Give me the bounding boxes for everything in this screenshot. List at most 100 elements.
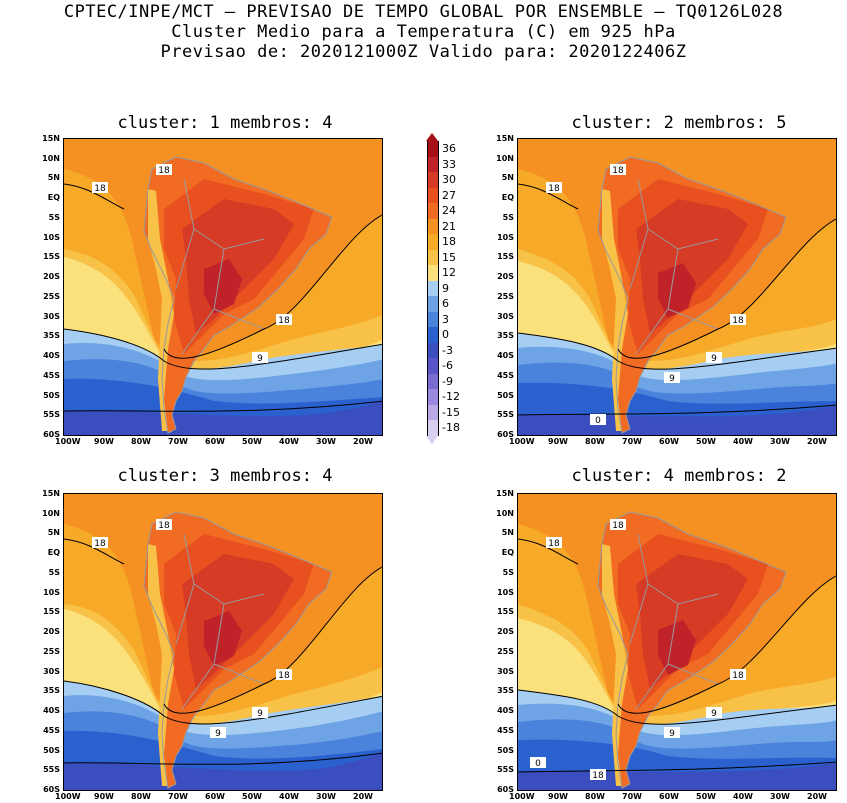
latitude-label: 15S <box>43 607 60 617</box>
latitude-label: EQ <box>501 548 514 558</box>
colorbar-label: -12 <box>442 390 460 403</box>
longitude-label: 70W <box>168 437 188 446</box>
latitude-label: 50S <box>497 745 514 755</box>
contour-label-box <box>610 519 626 530</box>
longitude-label: 100W <box>509 792 535 801</box>
contour-label: 9 <box>257 709 263 719</box>
colorbar-swatch <box>427 404 439 420</box>
contour-label: 9 <box>669 729 675 739</box>
colorbar-swatch <box>427 141 439 157</box>
latitude-label: 15N <box>496 134 514 143</box>
panel-2-title: cluster: 2 membros: 5 <box>571 113 787 133</box>
colorbar-label: 15 <box>442 250 456 264</box>
latitude-label: 35S <box>43 686 60 696</box>
longitude-label: 90W <box>548 437 568 446</box>
colorbar-label: 36 <box>442 142 456 155</box>
contour-label-box <box>210 727 226 738</box>
panel-3-title: cluster: 3 membros: 4 <box>117 466 333 486</box>
latitude-label: 55S <box>497 410 514 420</box>
latitude-label: 35S <box>43 331 60 341</box>
colorbar-swatch <box>427 358 439 374</box>
colorbar-swatch <box>427 389 439 405</box>
longitude-label: 20W <box>807 792 827 801</box>
colorbar-swatch <box>427 296 439 312</box>
contour-label: 18 <box>94 184 106 194</box>
contour-label-box <box>546 182 562 193</box>
colorbar-label: -15 <box>442 405 460 419</box>
latitude-label: 10S <box>497 587 514 597</box>
colorbar-swatch <box>427 249 439 265</box>
contour-label-box <box>590 769 606 780</box>
header-line-1: CPTEC/INPE/MCT – PREVISAO DE TEMPO GLOBA… <box>63 2 784 22</box>
colorbar-label: 12 <box>442 266 456 279</box>
latitude-label: 60S <box>43 430 60 439</box>
longitude-label: 50W <box>696 437 716 446</box>
longitude-label: 30W <box>770 792 790 801</box>
longitude-label: 80W <box>131 792 151 801</box>
colorbar-swatch <box>427 172 439 188</box>
latitude-label: 50S <box>43 390 60 400</box>
contour-label-box <box>706 352 722 363</box>
latitude-label: 10S <box>497 232 514 242</box>
latitude-label: 40S <box>497 351 514 361</box>
longitude-label: 60W <box>659 437 679 446</box>
contour-label-box <box>546 537 562 548</box>
latitude-label: 20S <box>497 272 514 282</box>
longitude-label: 60W <box>659 792 679 801</box>
colorbar-label: -6 <box>442 359 453 372</box>
latitude-label: EQ <box>501 193 514 203</box>
contour-label: 18 <box>592 771 604 781</box>
contour-label: 18 <box>158 166 170 176</box>
colorbar-swatch <box>427 327 439 343</box>
colorbar-label: -9 <box>442 374 453 388</box>
latitude-label: 40S <box>43 351 60 361</box>
colorbar-label: 6 <box>442 297 449 310</box>
colorbar-label: 18 <box>442 235 456 248</box>
longitude-label: 30W <box>770 437 790 446</box>
longitude-label: 20W <box>807 437 827 446</box>
colorbar-label: 9 <box>442 281 449 295</box>
longitude-label: 100W <box>55 437 81 446</box>
contour-label: 0 <box>595 416 601 426</box>
longitude-label: 40W <box>733 437 753 446</box>
latitude-label: 15S <box>497 607 514 617</box>
colorbar-min-arrow <box>426 435 438 444</box>
latitude-label: 50S <box>497 390 514 400</box>
colorbar-max-arrow <box>426 133 438 141</box>
latitude-label: 60S <box>497 785 514 794</box>
contour-label: 18 <box>612 521 624 531</box>
panel-4-title: cluster: 4 membros: 2 <box>571 466 787 486</box>
colorbar-label: 30 <box>442 173 456 186</box>
latitude-label: 60S <box>497 430 514 439</box>
colorbar-swatch <box>427 203 439 219</box>
longitude-label: 40W <box>279 792 299 801</box>
latitude-label: 15N <box>42 489 60 498</box>
latitude-label: 15S <box>497 252 514 262</box>
latitude-label: 45S <box>43 370 60 380</box>
latitude-label: 15N <box>42 134 60 143</box>
longitude-label: 40W <box>279 437 299 446</box>
latitude-label: 30S <box>43 311 60 321</box>
latitude-label: 55S <box>497 765 514 775</box>
latitude-label: 10S <box>43 232 60 242</box>
contour-label: 18 <box>158 521 170 531</box>
colorbar-swatch <box>427 342 439 358</box>
longitude-label: 50W <box>242 792 262 801</box>
latitude-label: 5S <box>502 567 514 577</box>
longitude-label: 30W <box>316 792 336 801</box>
map-panel-cluster-4: 18 18 18 9 9 18 0 <box>517 493 837 791</box>
latitude-label: 25S <box>43 646 60 656</box>
latitude-label: 25S <box>497 646 514 656</box>
colorbar-label: 27 <box>442 188 456 202</box>
latitude-label: 10N <box>42 508 60 518</box>
colorbar-label: 21 <box>442 219 456 233</box>
latitude-label: 35S <box>497 331 514 341</box>
latitude-label: 20S <box>43 272 60 282</box>
contour-label-box <box>610 164 626 175</box>
latitude-label: 20S <box>43 627 60 637</box>
contour-label: 9 <box>257 354 263 364</box>
latitude-label: 20S <box>497 627 514 637</box>
latitude-label: 10S <box>43 587 60 597</box>
longitude-label: 90W <box>548 792 568 801</box>
longitude-label: 20W <box>353 792 373 801</box>
